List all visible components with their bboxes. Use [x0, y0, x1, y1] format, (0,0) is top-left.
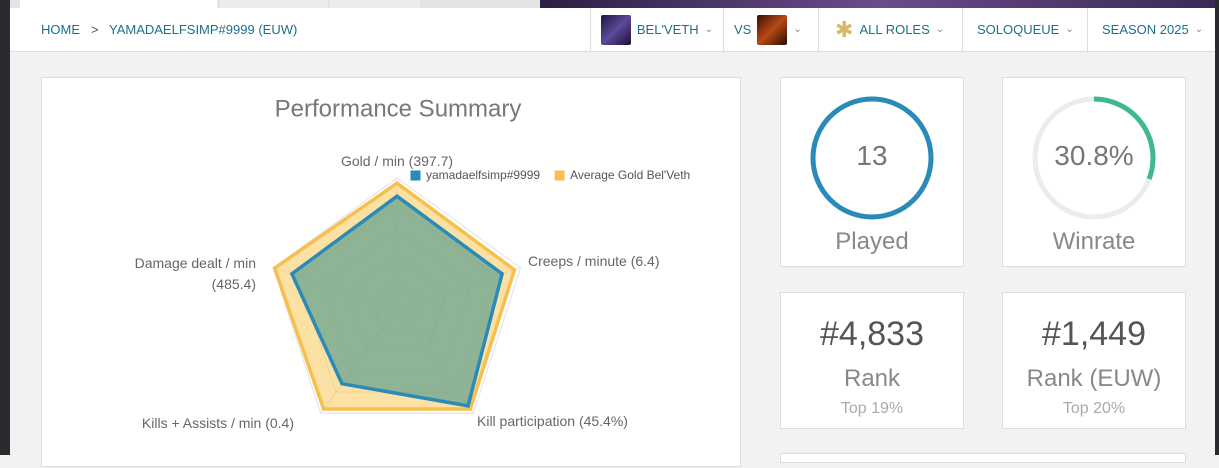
radar-chart: Performance Summary yamadaelfsimp#9999 Av…: [272, 95, 690, 414]
breadcrumb-home[interactable]: HOME: [41, 22, 80, 37]
chart-title: Performance Summary: [275, 95, 522, 122]
rank-euw-card: #1,449 Rank (EUW) Top 20%: [1002, 292, 1186, 429]
vs-filter[interactable]: VS ⌄: [723, 8, 818, 51]
card-sub: Top 20%: [1062, 400, 1126, 417]
winrate-card: 30.8% Winrate: [1002, 77, 1186, 267]
filter-label: BEL'VETH: [636, 22, 699, 37]
chart-panel: Performance Summary yamadaelfsimp#9999 Av…: [41, 77, 741, 467]
card-label: Rank (EUW): [1026, 365, 1162, 392]
champion-filter[interactable]: BEL'VETH ⌄: [590, 8, 723, 51]
winrate-arc: [1093, 96, 1156, 180]
filter-label: SEASON 2025: [1102, 22, 1189, 37]
legend-swatch: [553, 169, 566, 182]
card-value: #4,833: [820, 315, 924, 353]
filter-label: ALL ROLES: [859, 22, 930, 37]
axis-label: Damage dealt / min (485.4): [134, 255, 256, 292]
card-sub: Top 19%: [840, 400, 904, 417]
breadcrumb-player[interactable]: YAMADAELFSIMP#9999 (EUW): [109, 22, 298, 37]
side-strip: [0, 0, 10, 455]
radar-series: [289, 194, 505, 408]
tab-bar: [10, 0, 1215, 8]
axis-label: Kills + Assists / min (0.4): [141, 415, 294, 431]
rank-card: #4,833 Rank Top 19%: [780, 292, 964, 429]
legend-swatch: [409, 169, 422, 182]
card-value: 13: [856, 140, 888, 171]
played-ring: [810, 96, 934, 220]
breadcrumb-separator: >: [91, 22, 99, 37]
season-filter[interactable]: SEASON 2025 ⌄: [1087, 8, 1215, 51]
filter-label: VS: [734, 22, 752, 37]
legend-label: yamadaelfsimp#9999: [426, 168, 540, 182]
played-card: 13 Played: [780, 77, 964, 267]
axis-label: Gold / min (397.7): [340, 153, 454, 169]
side-strip: [1215, 0, 1219, 455]
card-value: #1,449: [1042, 315, 1146, 353]
queue-filter[interactable]: SOLOQUEUE ⌄: [962, 8, 1087, 51]
card-label: Winrate: [1052, 228, 1136, 255]
axis-label: Kill participation (45.4%): [477, 413, 628, 429]
winrate-ring: [1032, 96, 1156, 220]
filter-label: SOLOQUEUE: [977, 22, 1060, 37]
top-nav: HOME > YAMADAELFSIMP#9999 (EUW) BEL'VETH…: [10, 8, 1215, 52]
card-value: 30.8%: [1054, 140, 1134, 171]
card-label: Played: [835, 228, 909, 255]
role-filter[interactable]: ✱ ALL ROLES ⌄: [818, 8, 962, 51]
axis-label: Creeps / minute (6.4): [528, 253, 660, 269]
legend-label: Average Gold Bel'Veth: [570, 168, 690, 182]
card-label: Rank: [843, 365, 901, 392]
